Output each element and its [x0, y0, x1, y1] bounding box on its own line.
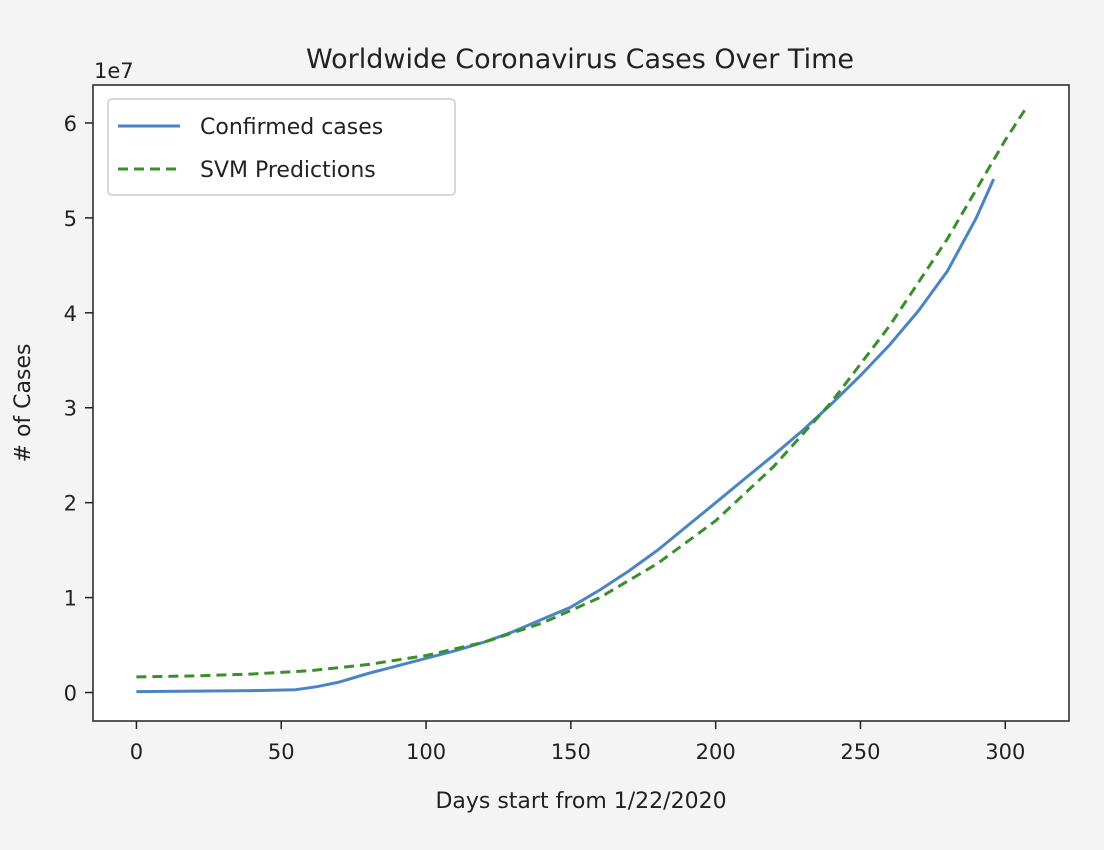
x-tick-label: 200 [696, 740, 736, 764]
y-tick-label: 5 [64, 207, 77, 231]
chart-title: Worldwide Coronavirus Cases Over Time [306, 44, 854, 75]
x-tick-label: 50 [268, 740, 295, 764]
y-offset-label: 1e7 [94, 59, 134, 83]
x-tick-label: 100 [406, 740, 446, 764]
y-tick-label: 6 [64, 112, 77, 136]
y-axis: 0 1 2 3 4 5 6 [64, 112, 93, 706]
y-tick-label: 2 [64, 492, 77, 516]
y-tick-label: 1 [64, 587, 77, 611]
series-layer [136, 107, 1027, 694]
legend-label-confirmed: Confirmed cases [200, 115, 383, 140]
series-line-confirmed [136, 178, 996, 694]
legend-box [107, 98, 456, 196]
y-axis-title: # of Cases [11, 344, 36, 463]
x-axis: 0 50 100 150 200 250 300 [130, 721, 1025, 764]
y-tick-label: 3 [64, 397, 77, 421]
x-axis-title: Days start from 1/22/2020 [435, 789, 726, 814]
x-tick-label: 250 [840, 740, 880, 764]
y-tick-label: 4 [64, 302, 77, 326]
y-tick-label: 0 [64, 682, 77, 706]
legend: Confirmed cases SVM Predictions [107, 98, 456, 196]
x-tick-label: 150 [551, 740, 591, 764]
x-tick-label: 300 [985, 740, 1025, 764]
legend-label-svm: SVM Predictions [200, 158, 376, 183]
x-tick-label: 0 [130, 740, 143, 764]
